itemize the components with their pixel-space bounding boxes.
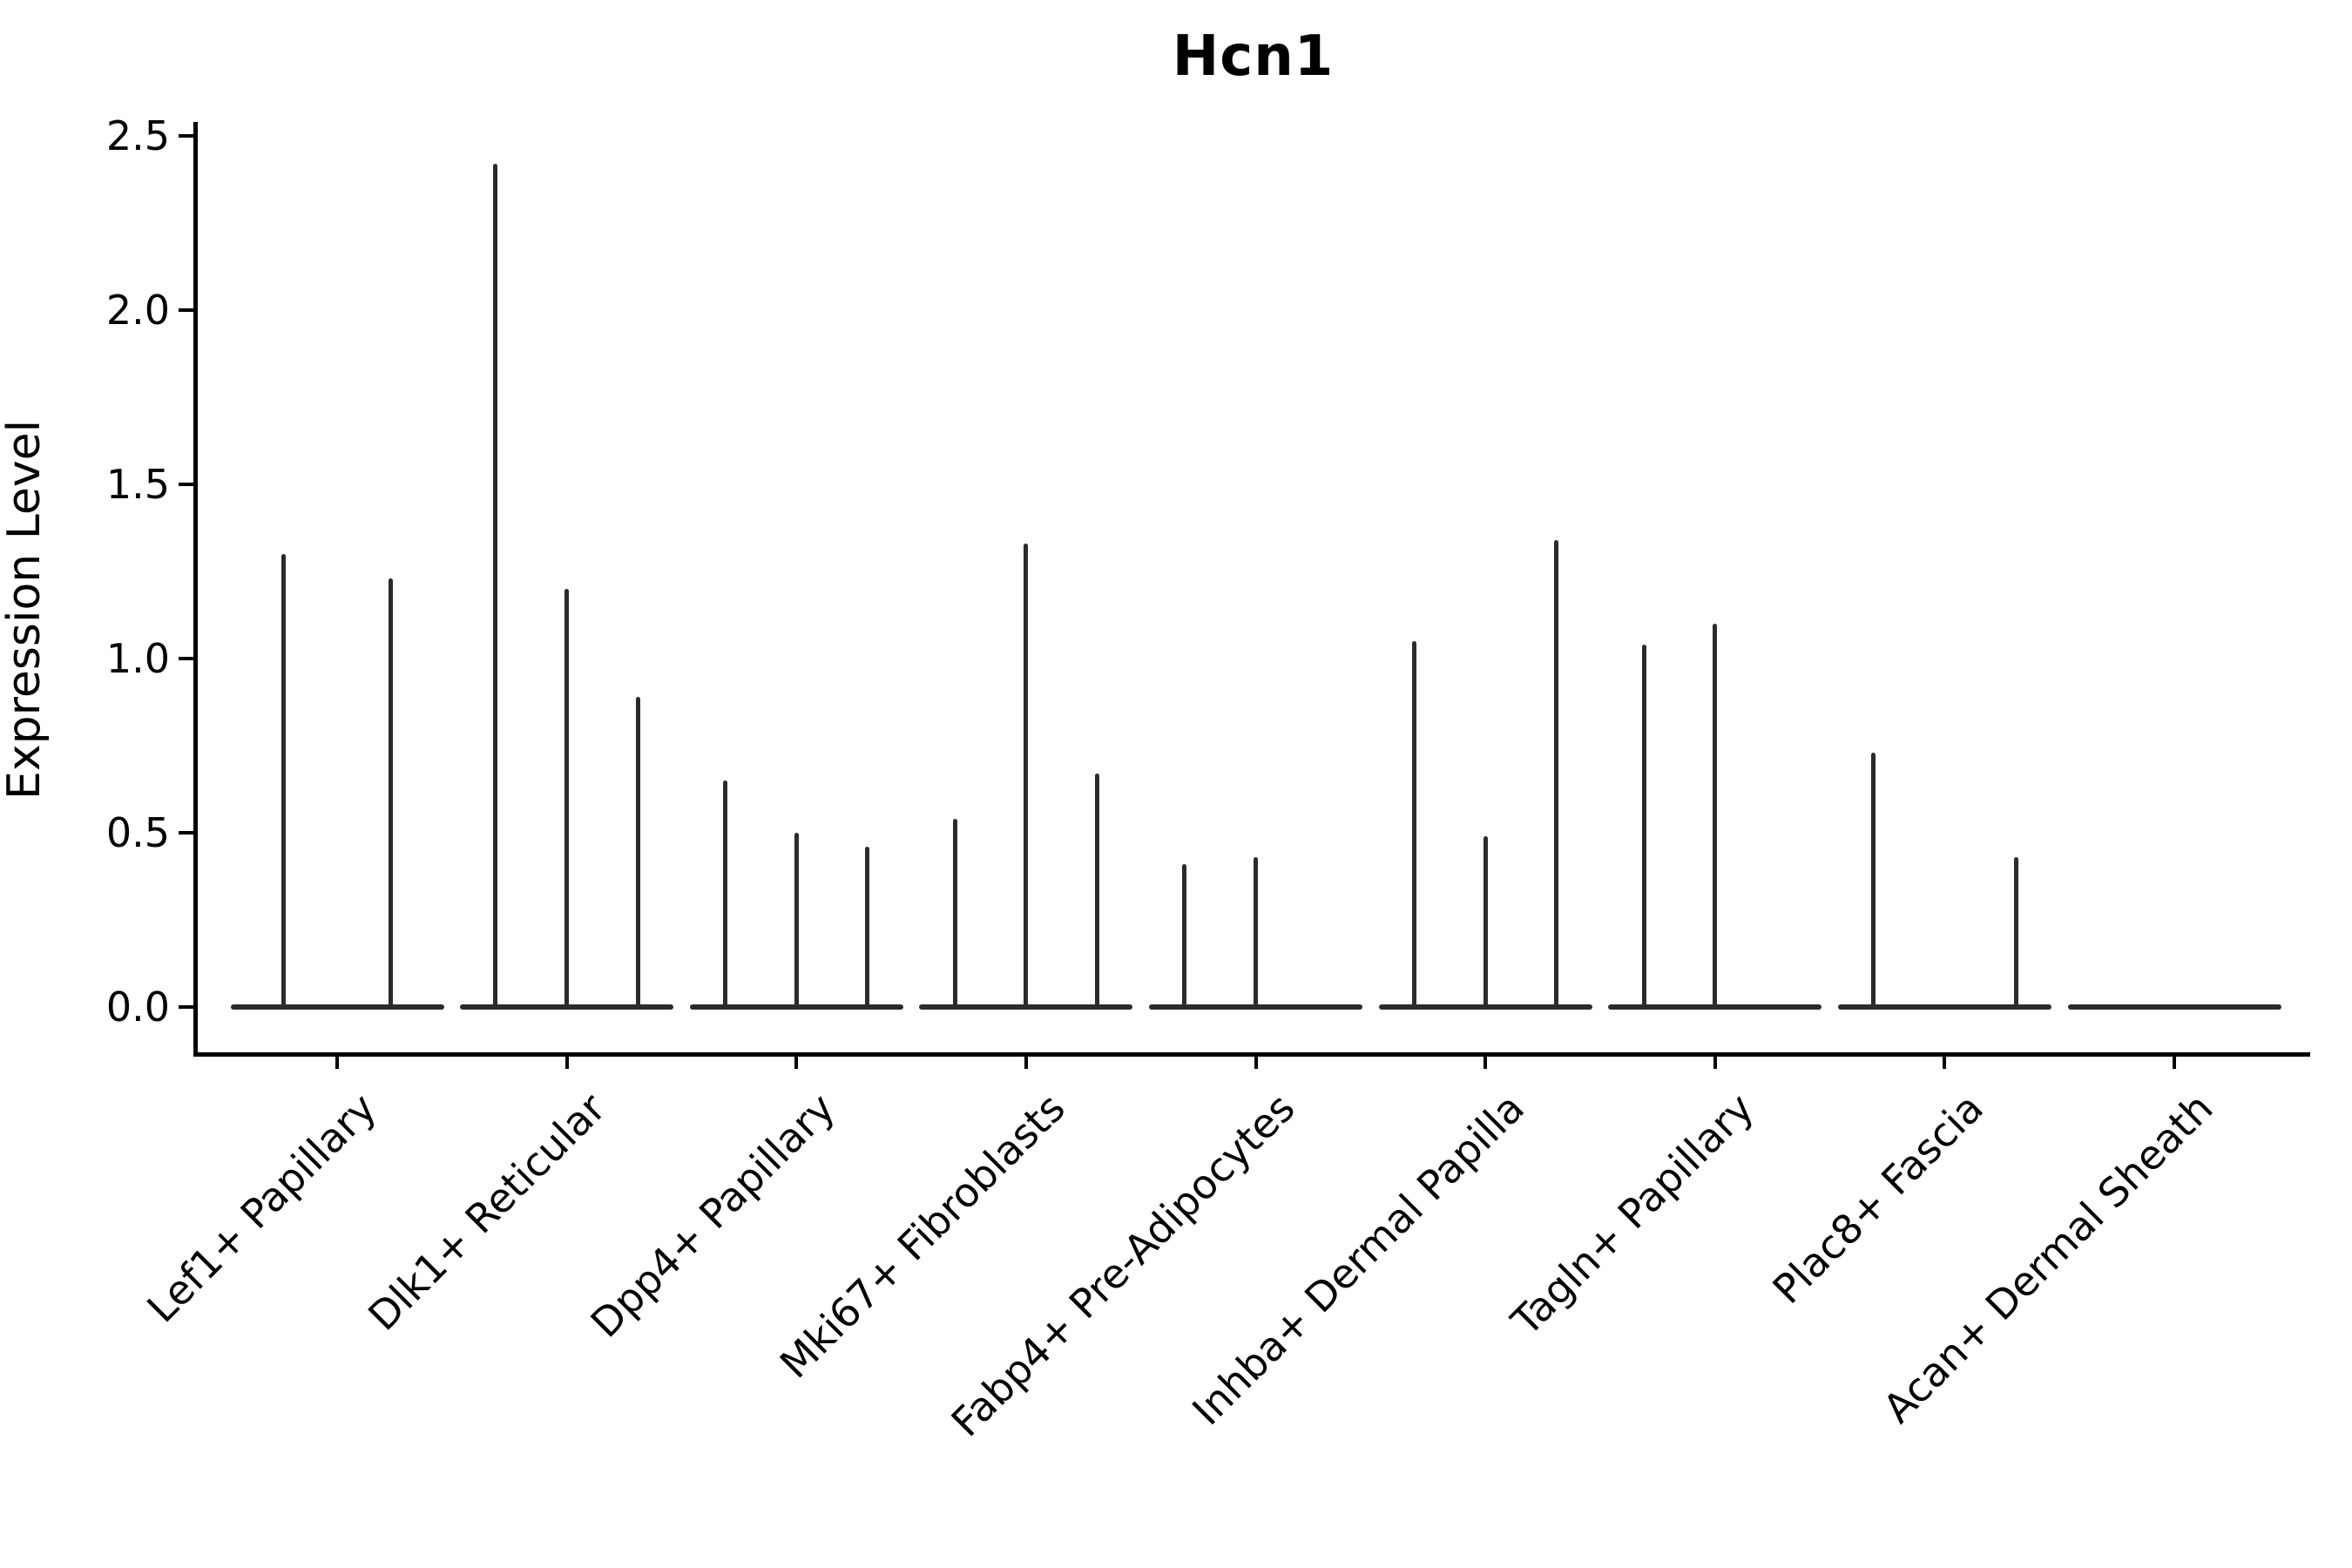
- x-axis-tick: [1254, 1054, 1258, 1069]
- violin-spike: [2013, 857, 2018, 1010]
- y-axis-tick: [179, 657, 196, 660]
- y-axis-tick-label: 0.0: [105, 983, 170, 1031]
- violin-spike: [1182, 864, 1187, 1010]
- y-axis-tick-label: 1.0: [105, 635, 170, 682]
- y-axis-tick: [179, 831, 196, 835]
- violin-spike: [1641, 645, 1646, 1010]
- violin-spike: [1095, 774, 1100, 1010]
- y-axis-tick-label: 2.5: [105, 112, 170, 159]
- x-axis-tick: [2173, 1054, 2176, 1069]
- violin-spike: [635, 697, 640, 1010]
- left-spine: [193, 122, 198, 1057]
- x-axis-tick: [1484, 1054, 1488, 1069]
- violin-spike: [723, 781, 728, 1010]
- violin-spike: [281, 554, 287, 1010]
- violin-spike: [564, 589, 570, 1010]
- x-axis-tick: [1024, 1054, 1028, 1069]
- violin-spike: [388, 578, 393, 1010]
- violin-spike: [865, 847, 870, 1010]
- bottom-spine: [193, 1052, 2310, 1057]
- y-axis-tick-label: 1.5: [105, 461, 170, 508]
- violin-spike: [952, 819, 957, 1010]
- violin-spike: [1713, 624, 1718, 1010]
- y-axis-tick-label: 0.5: [105, 809, 170, 856]
- violin-spike: [1483, 836, 1488, 1010]
- x-axis-tick-label: Lef1+ Papillary: [137, 1084, 385, 1332]
- violin-spike: [794, 833, 799, 1010]
- y-axis-tick: [179, 308, 196, 312]
- violin-spike: [1871, 753, 1876, 1010]
- x-axis-tick: [1713, 1054, 1717, 1069]
- x-axis-tick: [564, 1054, 569, 1069]
- x-axis-tick-label: Tagln+ Papillary: [1502, 1084, 1763, 1345]
- violin-spike: [1254, 857, 1258, 1010]
- x-axis-tick: [335, 1054, 339, 1069]
- violin-spike: [1554, 540, 1559, 1010]
- x-axis-tick-label: Dlk1+ Reticular: [359, 1084, 615, 1340]
- y-axis-tick-label: 2.0: [105, 287, 170, 334]
- y-axis-tick: [179, 483, 196, 486]
- violin-spike: [493, 164, 498, 1010]
- y-axis-tick: [179, 134, 196, 138]
- x-axis-tick-label: Plac8+ Fascia: [1763, 1084, 1993, 1313]
- chart-title: Hcn1: [1172, 24, 1335, 89]
- x-axis-tick: [794, 1054, 799, 1069]
- violin-spike: [1411, 641, 1416, 1010]
- y-axis-tick: [179, 1005, 196, 1009]
- x-axis-tick: [1943, 1054, 1947, 1069]
- x-axis-tick-label: Dpp4+ Papillary: [581, 1084, 845, 1347]
- violin-baseline: [230, 1004, 444, 1010]
- violin-baseline: [1837, 1004, 2051, 1010]
- violin-spike: [1024, 544, 1029, 1010]
- violin-baseline: [2067, 1004, 2281, 1010]
